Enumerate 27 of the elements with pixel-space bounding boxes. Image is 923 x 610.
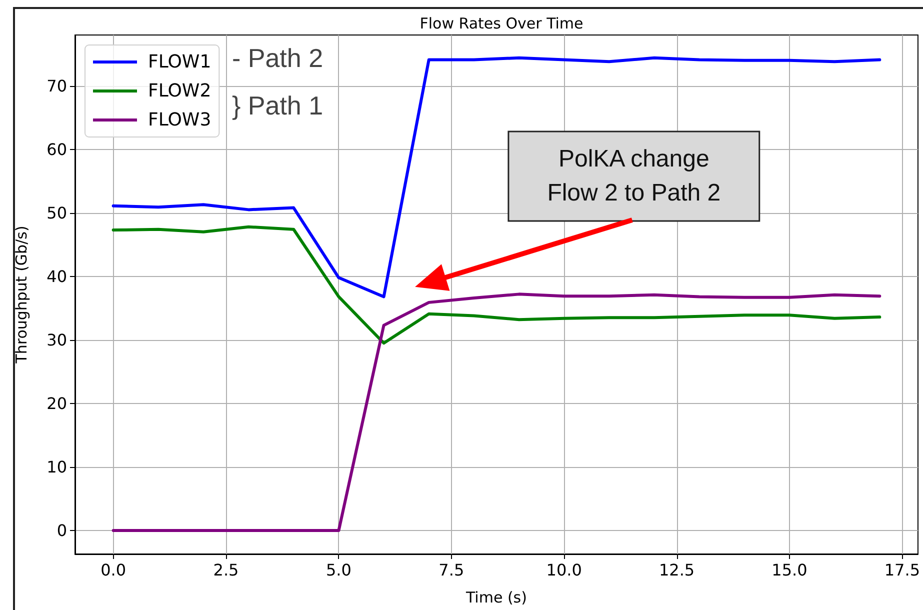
y-tick-label: 0 xyxy=(56,520,67,540)
x-axis-title: Time (s) xyxy=(464,588,527,606)
y-tick-label: 40 xyxy=(46,266,67,286)
x-tick-label: 15.0 xyxy=(772,560,808,580)
legend-label: FLOW2 xyxy=(148,80,212,102)
annotation: - Path 2 xyxy=(232,43,324,73)
y-tick-label: 20 xyxy=(46,394,67,413)
line-series xyxy=(112,292,882,532)
legend-label: FLOW3 xyxy=(148,110,212,130)
x-tick-label: 17.5 xyxy=(884,560,920,580)
legend-label: FLOW1 xyxy=(148,52,212,72)
annotation: } Path 1 xyxy=(232,90,324,120)
x-tick-label: 12.5 xyxy=(658,560,695,580)
y-tick-label: 10 xyxy=(46,457,67,476)
y-axis-title: Throughput (Gb/s) xyxy=(12,226,30,364)
y-tick-label: 50 xyxy=(46,203,67,222)
y-tick-label: 30 xyxy=(46,330,67,350)
x-tick-label: 10.0 xyxy=(546,560,582,580)
x-tick-label: 7.5 xyxy=(438,560,464,580)
x-tick-label: 0.0 xyxy=(100,560,126,580)
x-tick-label: 5.0 xyxy=(326,560,352,580)
chart-title: Flow Rates Over Time xyxy=(420,14,584,32)
line-series xyxy=(112,225,882,345)
annotation: PolKA change Flow 2 to Path 2 xyxy=(547,146,721,207)
y-tick-label: 60 xyxy=(46,140,67,159)
x-tick-label: 2.5 xyxy=(213,560,239,580)
y-tick-label: 70 xyxy=(46,76,67,96)
